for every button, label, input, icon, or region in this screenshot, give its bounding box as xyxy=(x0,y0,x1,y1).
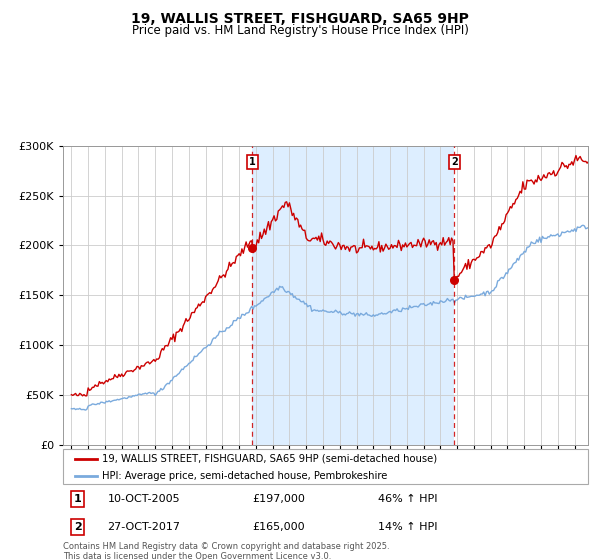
Text: 1: 1 xyxy=(74,494,82,504)
Bar xyxy=(252,146,454,445)
Text: 1: 1 xyxy=(249,157,256,167)
Text: 27-OCT-2017: 27-OCT-2017 xyxy=(107,522,181,532)
Text: HPI: Average price, semi-detached house, Pembrokeshire: HPI: Average price, semi-detached house,… xyxy=(103,470,388,480)
Text: 14% ↑ HPI: 14% ↑ HPI xyxy=(378,522,437,532)
Text: Contains HM Land Registry data © Crown copyright and database right 2025.
This d: Contains HM Land Registry data © Crown c… xyxy=(63,542,389,560)
Text: Price paid vs. HM Land Registry's House Price Index (HPI): Price paid vs. HM Land Registry's House … xyxy=(131,24,469,37)
Text: £197,000: £197,000 xyxy=(252,494,305,504)
Text: £165,000: £165,000 xyxy=(252,522,305,532)
Text: 2: 2 xyxy=(451,157,458,167)
Text: 19, WALLIS STREET, FISHGUARD, SA65 9HP (semi-detached house): 19, WALLIS STREET, FISHGUARD, SA65 9HP (… xyxy=(103,454,437,464)
Text: 2: 2 xyxy=(74,522,82,532)
Text: 10-OCT-2005: 10-OCT-2005 xyxy=(107,494,180,504)
FancyBboxPatch shape xyxy=(63,449,588,484)
Text: 46% ↑ HPI: 46% ↑ HPI xyxy=(378,494,437,504)
Text: 19, WALLIS STREET, FISHGUARD, SA65 9HP: 19, WALLIS STREET, FISHGUARD, SA65 9HP xyxy=(131,12,469,26)
